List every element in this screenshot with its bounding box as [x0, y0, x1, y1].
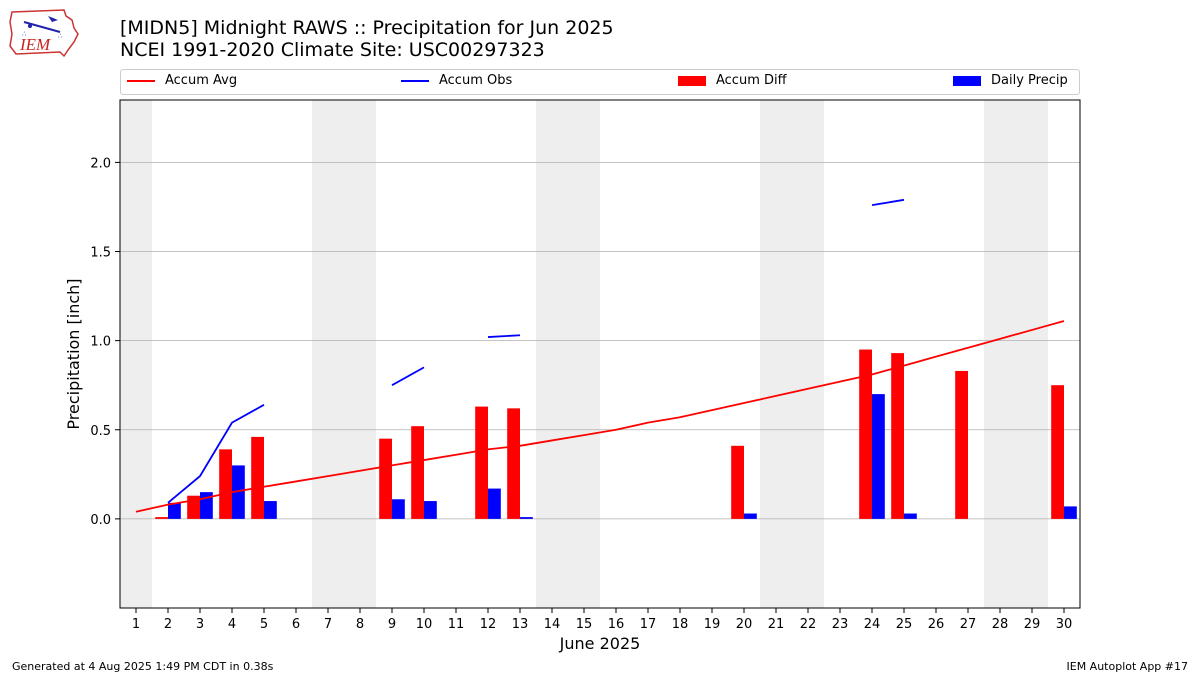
bar-accum-diff-day-5 — [251, 436, 264, 519]
chart-legend: Accum Avg Accum Obs Accum Diff Daily Pre… — [120, 69, 1080, 95]
legend-entry-accum-avg: Accum Avg — [127, 73, 237, 88]
svg-text:∴: ∴ — [22, 30, 27, 38]
bar-daily-precip-day-24 — [872, 394, 885, 519]
x-tick-label-13: 13 — [512, 617, 529, 632]
weekend-shade-1 — [312, 100, 376, 608]
x-tick-label-11: 11 — [448, 617, 465, 632]
weekend-shade-3 — [760, 100, 824, 608]
line-accum-obs-segment-1 — [391, 366, 425, 386]
x-tick-label-21: 21 — [768, 617, 785, 632]
bar-accum-diff-day-4 — [219, 449, 232, 519]
chart-title: [MIDN5] Midnight RAWS :: Precipitation f… — [120, 17, 614, 39]
x-tick-label-30: 30 — [1056, 617, 1073, 632]
legend-entry-accum-obs: Accum Obs — [401, 73, 512, 88]
legend-swatch-accum-diff — [678, 75, 706, 86]
line-accum-obs-segment-0 — [167, 404, 265, 504]
line-accum-obs-segment-3 — [871, 198, 905, 207]
x-tick-label-22: 22 — [800, 617, 817, 632]
legend-label-accum-avg: Accum Avg — [165, 73, 238, 88]
x-tick-label-7: 7 — [324, 617, 332, 632]
x-tick-label-28: 28 — [992, 617, 1009, 632]
x-tick-label-18: 18 — [672, 617, 689, 632]
bar-accum-diff-day-25 — [891, 353, 904, 519]
bar-accum-diff-day-30 — [1051, 385, 1064, 519]
y-tick-label-3: 1.5 — [90, 246, 111, 261]
bar-accum-diff-day-2 — [155, 517, 168, 519]
bar-daily-precip-day-13 — [520, 517, 533, 519]
x-tick-label-26: 26 — [928, 617, 945, 632]
plot-frame — [119, 99, 1081, 609]
x-tick-label-4: 4 — [228, 617, 236, 632]
bar-accum-diff-day-10 — [411, 426, 424, 519]
bar-accum-diff-day-9 — [379, 438, 392, 519]
weekend-shade-4 — [984, 100, 1048, 608]
y-tick-label-2: 1.0 — [90, 335, 111, 350]
x-tick-label-9: 9 — [388, 617, 396, 632]
x-tick-label-29: 29 — [1024, 617, 1041, 632]
x-tick-label-1: 1 — [132, 617, 140, 632]
x-tick-label-16: 16 — [608, 617, 625, 632]
bar-accum-diff-day-24 — [859, 349, 872, 519]
footer-generated: Generated at 4 Aug 2025 1:49 PM CDT in 0… — [12, 660, 274, 673]
bar-daily-precip-day-2 — [168, 502, 181, 519]
legend-swatch-daily-precip — [953, 75, 981, 86]
legend-label-accum-obs: Accum Obs — [439, 73, 513, 88]
x-tick-label-20: 20 — [736, 617, 753, 632]
iem-logo: IEM ∴ ∴ — [8, 6, 82, 62]
x-axis-label: June 2025 — [559, 634, 641, 653]
bar-daily-precip-day-4 — [232, 465, 245, 519]
legend-entry-daily-precip: Daily Precip — [953, 73, 1068, 88]
x-tick-label-2: 2 — [164, 617, 172, 632]
bar-accum-diff-day-20 — [731, 445, 744, 519]
x-tick-label-15: 15 — [576, 617, 593, 632]
legend-label-daily-precip: Daily Precip — [991, 73, 1068, 88]
bar-daily-precip-day-25 — [904, 513, 917, 519]
x-tick-label-5: 5 — [260, 617, 268, 632]
bar-daily-precip-day-20 — [744, 513, 757, 519]
bar-daily-precip-day-9 — [392, 499, 405, 519]
bar-accum-diff-day-12 — [475, 406, 488, 519]
chart-subtitle: NCEI 1991-2020 Climate Site: USC00297323 — [120, 39, 545, 61]
x-tick-label-27: 27 — [960, 617, 977, 632]
bar-daily-precip-day-30 — [1064, 506, 1077, 519]
x-tick-label-17: 17 — [640, 617, 657, 632]
y-axis-label: Precipitation [inch] — [64, 278, 83, 429]
bar-daily-precip-day-5 — [264, 501, 277, 519]
x-tick-label-6: 6 — [292, 617, 300, 632]
x-tick-label-23: 23 — [832, 617, 849, 632]
x-tick-label-14: 14 — [544, 617, 561, 632]
y-tick-label-4: 2.0 — [90, 156, 111, 171]
y-tick-label-1: 0.5 — [90, 424, 111, 439]
line-accum-avg — [135, 320, 1065, 513]
bar-accum-diff-day-13 — [507, 408, 520, 519]
logo-text: IEM — [19, 35, 51, 54]
footer-app: IEM Autoplot App #17 — [1066, 660, 1189, 673]
bar-accum-diff-day-27 — [955, 370, 968, 519]
x-tick-label-10: 10 — [416, 617, 433, 632]
line-accum-obs-segment-2 — [487, 334, 521, 338]
svg-text:∴: ∴ — [58, 32, 63, 40]
x-tick-label-25: 25 — [896, 617, 913, 632]
bar-daily-precip-day-12 — [488, 488, 501, 519]
legend-swatch-accum-avg — [127, 79, 155, 82]
x-tick-label-8: 8 — [356, 617, 364, 632]
weekend-shade-2 — [536, 100, 600, 608]
x-tick-label-3: 3 — [196, 617, 204, 632]
legend-label-accum-diff: Accum Diff — [716, 73, 787, 88]
weekend-shade-0 — [120, 100, 152, 608]
x-tick-label-19: 19 — [704, 617, 721, 632]
legend-entry-accum-diff: Accum Diff — [678, 73, 787, 88]
legend-swatch-accum-obs — [401, 79, 429, 82]
x-tick-label-12: 12 — [480, 617, 497, 632]
x-tick-label-24: 24 — [864, 617, 881, 632]
bar-daily-precip-day-10 — [424, 501, 437, 519]
y-tick-label-0: 0.0 — [90, 513, 111, 528]
